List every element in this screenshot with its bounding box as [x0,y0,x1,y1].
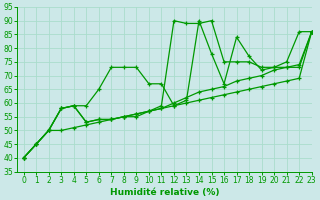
X-axis label: Humidité relative (%): Humidité relative (%) [110,188,219,197]
